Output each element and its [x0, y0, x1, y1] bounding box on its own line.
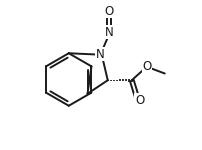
Text: N: N: [105, 26, 114, 39]
Text: O: O: [135, 94, 144, 107]
Text: N: N: [96, 48, 105, 60]
Text: O: O: [105, 5, 114, 18]
Text: O: O: [142, 60, 151, 73]
